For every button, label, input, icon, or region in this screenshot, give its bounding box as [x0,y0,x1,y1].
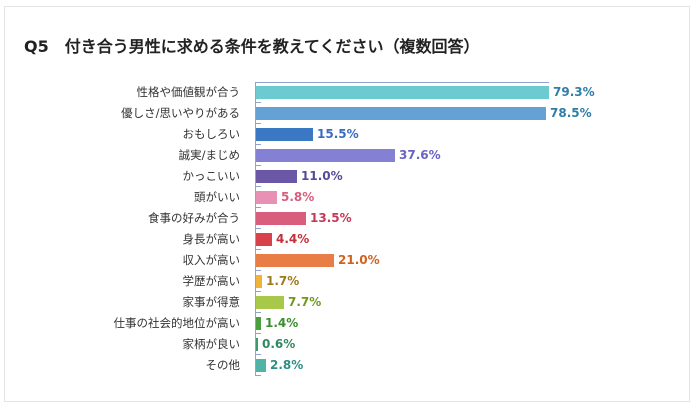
bar-row: 収入が高い 21.0% [0,250,700,271]
bar [256,275,262,288]
bar [256,107,546,120]
value-label: 5.8% [281,190,315,204]
category-label: 収入が高い [182,253,241,267]
category-label: 頭がいい [194,190,240,204]
axis-tick [255,249,261,250]
category-label: 食事の好みが合う [148,211,240,225]
chart-top-border [255,82,549,83]
chart-title: Q5 付き合う男性に求める条件を教えてください（複数回答） [24,37,480,56]
category-label: 家柄が良い [182,337,241,351]
value-label: 15.5% [317,127,359,141]
category-label: その他 [205,358,241,372]
value-label: 1.4% [265,316,299,330]
value-label: 79.3% [553,85,595,99]
axis-tick [255,102,261,103]
value-label: 78.5% [550,106,592,120]
bar [256,128,313,141]
category-label: 誠実/まじめ [178,148,240,162]
axis-tick [255,354,261,355]
bar-row: 頭がいい 5.8% [0,187,700,208]
bar [256,317,261,330]
value-label: 37.6% [399,148,441,162]
bar [256,296,284,309]
axis-tick [255,312,261,313]
bar-row: 食事の好みが合う 13.5% [0,208,700,229]
bar-row: その他 2.8% [0,355,700,376]
value-label: 21.0% [338,253,380,267]
bar-row: 家事が得意 7.7% [0,292,700,313]
bar-row: かっこいい 11.0% [0,166,700,187]
bar [256,86,549,99]
axis-tick [255,333,261,334]
axis-tick [255,144,261,145]
category-label: 仕事の社会的地位が高い [113,316,241,330]
value-label: 0.6% [262,337,296,351]
axis-tick [255,186,261,187]
axis-tick [255,270,261,271]
bar [256,338,258,351]
category-label: 優しさ/思いやりがある [121,106,240,120]
axis-tick [255,375,261,376]
axis-tick [255,165,261,166]
bar-row: 仕事の社会的地位が高い 1.4% [0,313,700,334]
bar-row: 学歴が高い 1.7% [0,271,700,292]
axis-tick [255,228,261,229]
chart-frame [4,6,690,402]
bar [256,233,272,246]
bar-row: 身長が高い 4.4% [0,229,700,250]
axis-tick [255,291,261,292]
axis-tick [255,207,261,208]
bar-row: 家柄が良い 0.6% [0,334,700,355]
bar [256,170,297,183]
category-label: おもしろい [182,127,241,141]
bar [256,149,395,162]
bar [256,191,277,204]
value-label: 13.5% [310,211,352,225]
bar [256,359,266,372]
bar [256,212,306,225]
bar [256,254,334,267]
bar-row: 誠実/まじめ 37.6% [0,145,700,166]
category-label: 学歴が高い [182,274,241,288]
value-label: 4.4% [276,232,310,246]
value-label: 1.7% [266,274,300,288]
category-axis [255,82,256,376]
bar-row: 優しさ/思いやりがある 78.5% [0,103,700,124]
axis-tick [255,123,261,124]
value-label: 11.0% [301,169,343,183]
category-label: かっこいい [182,169,241,183]
category-label: 身長が高い [182,232,241,246]
category-label: 性格や価値観が合う [136,85,241,99]
value-label: 7.7% [288,295,322,309]
value-label: 2.8% [270,358,304,372]
bar-row: 性格や価値観が合う 79.3% [0,82,700,103]
category-label: 家事が得意 [182,295,241,309]
bar-row: おもしろい 15.5% [0,124,700,145]
